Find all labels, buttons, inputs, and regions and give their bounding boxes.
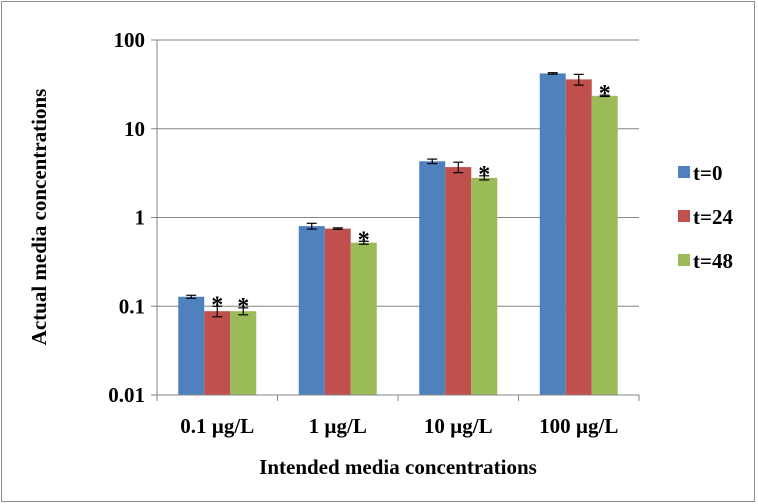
bar [230,311,257,395]
x-axis-title: Intended media concentrations [259,455,537,479]
bar [565,79,592,396]
legend-swatch [678,210,690,222]
y-tick-labels: 100 10 1 0.1 0.01 [108,28,145,407]
bar [298,226,325,395]
y-tick-label: 0.01 [108,383,145,407]
y-tick-label: 1 [135,206,146,230]
x-tick-label: 10 µg/L [424,414,493,438]
y-tick-label: 100 [114,28,146,52]
legend-label: t=24 [693,205,733,229]
bar [419,161,446,395]
bar [178,296,205,395]
x-tick-label: 1 µg/L [309,414,367,438]
legend-label: t=48 [693,249,733,273]
legend-swatch [678,166,690,178]
x-tick-label: 0.1 µg/L [180,414,254,438]
bar [539,73,566,396]
bar [591,95,618,396]
bar [445,167,472,395]
significance-marker: * [599,81,611,107]
x-tick-label: 100 µg/L [539,414,618,438]
x-tick-labels: 0.1 µg/L 1 µg/L 10 µg/L 100 µg/L [180,414,618,438]
bars: * * * * * [178,72,618,396]
significance-marker: * [237,294,249,320]
bar [350,242,377,395]
legend: t=0 t=24 t=48 [678,161,733,273]
bar [471,177,498,395]
y-axis-title: Actual media concentrations [27,89,51,346]
y-tick-label: 0.1 [119,294,145,318]
bar [324,228,351,395]
significance-marker: * [358,227,370,253]
y-tick-label: 10 [124,117,145,141]
significance-marker: * [211,292,223,318]
bar [204,311,231,395]
axes [156,40,639,396]
legend-swatch [678,254,690,266]
legend-label: t=0 [693,161,722,185]
gridlines [151,39,640,401]
significance-marker: * [478,162,490,188]
